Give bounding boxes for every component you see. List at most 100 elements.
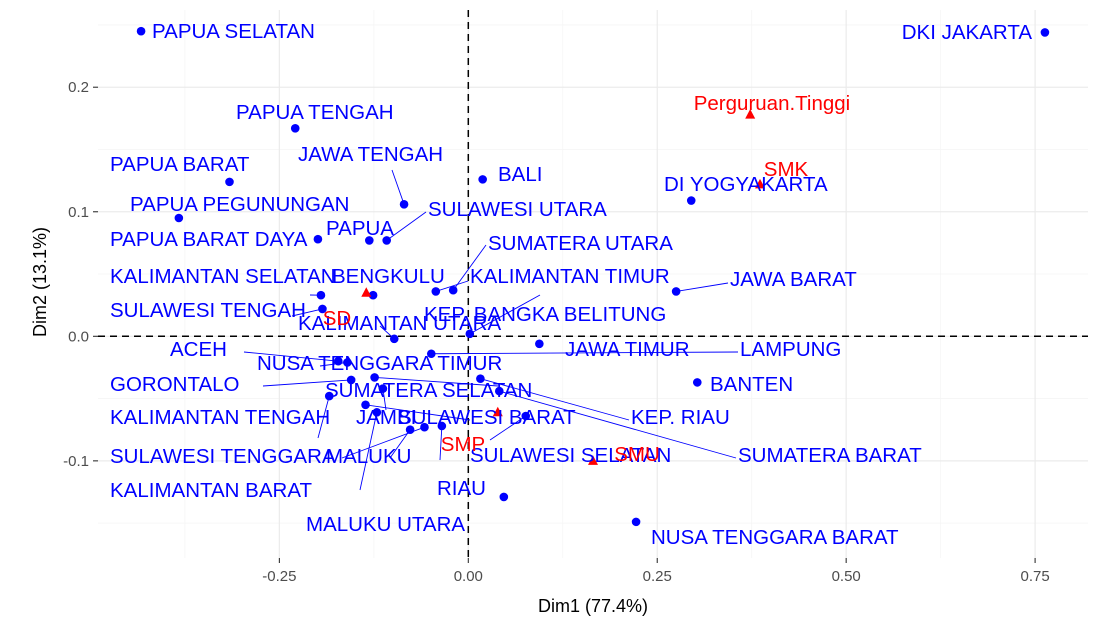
label-jawa-barat: JAWA BARAT	[730, 268, 857, 291]
point-aceh	[334, 356, 343, 366]
leader-line-sulawesi-utara	[386, 211, 427, 241]
point-jambi	[378, 384, 388, 393]
label-jawa-tengah: JAWA TENGAH	[298, 143, 443, 166]
label-sumatera-utara: SUMATERA UTARA	[488, 232, 673, 255]
data-points	[136, 26, 1050, 527]
label-papua-pegunungan: PAPUA PEGUNUNGAN	[130, 193, 349, 216]
label-kalimantan-selatan: KALIMANTAN SELATAN	[110, 265, 336, 288]
label-nusa-tenggara-barat: NUSA TENGGARA BARAT	[651, 526, 899, 549]
point-papua-selatan	[136, 26, 146, 36]
point-papua-tengah	[290, 124, 300, 133]
triangle-smk	[755, 178, 766, 189]
point-kalimantan-barat	[372, 407, 382, 417]
label-sulawesi-selatan: SULAWESI SELATAN	[470, 444, 671, 467]
label-sulawesi-barat: SULAWESI BARAT	[398, 406, 576, 429]
leader-line-kep-bangka-belitung	[469, 294, 541, 335]
leader-line-sulawesi-barat	[365, 404, 471, 421]
label-kep-bangka-belitung: KEP. BANGKA BELITUNG	[424, 303, 666, 326]
leader-line-aceh	[243, 351, 339, 362]
leader-line-gorontalo	[262, 379, 352, 387]
point-nusa-tenggara-barat	[631, 517, 641, 527]
label-sd: SD	[323, 307, 351, 330]
x-tick-label: 0.25	[643, 568, 672, 585]
label-banten: BANTEN	[710, 373, 793, 396]
triangle-smp	[492, 406, 503, 417]
label-nusa-tenggara-timur: NUSA TENGGARA TIMUR	[257, 352, 502, 375]
axis-ticks: -0.25 0.00 0.25 0.50 0.75 -0.1 0.0 0.1 0.2	[63, 79, 1050, 585]
label-smp: SMP	[441, 433, 485, 456]
reference-lines	[98, 10, 1088, 558]
point-jawa-tengah	[399, 199, 409, 209]
point-papua	[365, 236, 374, 245]
x-tick-label: -0.25	[262, 568, 296, 585]
point-nusa-tenggara-timur	[343, 358, 352, 367]
leader-line-sumatera-barat	[499, 390, 737, 459]
point-kalimantan-utara	[389, 334, 399, 344]
label-leader-lines	[243, 169, 739, 491]
label-sulawesi-tengah: SULAWESI TENGAH	[110, 299, 306, 322]
label-sumatera-barat: SUMATERA BARAT	[738, 444, 922, 467]
point-sumatera-selatan	[370, 373, 379, 382]
point-papua-barat	[225, 177, 234, 187]
label-kalimantan-timur: KALIMANTAN TIMUR	[470, 265, 670, 288]
label-kalimantan-utara: KALIMANTAN UTARA	[298, 312, 501, 335]
point-kalimantan-selatan	[316, 290, 326, 300]
label-sumatera-selatan: SUMATERA SELATAN	[325, 379, 532, 402]
leader-line-kalimantan-tengah	[317, 395, 330, 439]
point-papua-pegunungan	[174, 213, 184, 223]
point-bali	[478, 175, 487, 184]
point-kep-riau	[476, 374, 485, 383]
label-papua-barat-daya: PAPUA BARAT DAYA	[110, 228, 308, 251]
x-tick-label: 0.00	[454, 568, 483, 585]
label-jambi: JAMBI	[356, 406, 416, 429]
point-kalimantan-timur	[431, 287, 441, 296]
point-bengkulu	[368, 290, 378, 300]
leader-line-maluku-utara	[439, 425, 443, 461]
point-sulawesi-utara	[382, 236, 391, 245]
leader-line-kalimantan-barat	[359, 412, 378, 491]
point-sumatera-utara	[448, 285, 458, 295]
label-aceh: ACEH	[170, 338, 227, 361]
label-riau: RIAU	[437, 477, 486, 500]
point-sulawesi-selatan	[521, 411, 531, 421]
leader-line-jawa-tengah	[391, 169, 405, 205]
triangle-perguruan-tinggi	[745, 109, 756, 119]
triangle-sd	[361, 287, 372, 297]
point-sumatera-barat	[494, 386, 504, 396]
leader-line-lampung	[431, 351, 739, 355]
label-kep-riau: KEP. RIAU	[631, 406, 730, 429]
leader-line-sulawesi-selatan	[489, 415, 526, 441]
label-kalimantan-tengah: KALIMANTAN TENGAH	[110, 406, 330, 429]
leader-line-sumatera-selatan	[374, 376, 499, 387]
label-bali: BALI	[498, 163, 542, 186]
leader-line-sumatera-utara	[452, 244, 487, 291]
point-lampung	[426, 349, 436, 359]
point-di-yogyakarta	[686, 196, 696, 205]
point-jawa-timur	[535, 339, 544, 349]
y-tick-label: 0.1	[68, 204, 89, 221]
x-tick-label: 0.50	[832, 568, 861, 585]
y-tick-label: -0.1	[63, 453, 89, 470]
point-riau	[499, 492, 509, 502]
point-papua-barat-daya	[313, 234, 323, 244]
point-dki-jakarta	[1040, 28, 1050, 37]
label-papua-selatan: PAPUA SELATAN	[152, 20, 315, 43]
point-kalimantan-tengah	[324, 391, 334, 401]
leader-line-nusa-tenggara-timur	[319, 362, 348, 367]
label-papua: PAPUA	[326, 217, 394, 240]
x-axis-title: Dim1 (77.4%)	[538, 596, 648, 616]
point-maluku	[405, 425, 415, 435]
data-labels: PAPUA SELATAN DKI JAKARTA PAPUA TENGAH PAPU…	[110, 20, 1032, 549]
point-kep-bangka-belitung	[465, 329, 475, 339]
point-jawa-barat	[671, 287, 681, 296]
point-gorontalo	[346, 375, 356, 385]
point-sulawesi-tengah	[318, 304, 327, 314]
label-kalimantan-barat: KALIMANTAN BARAT	[110, 479, 312, 502]
point-banten	[692, 378, 702, 387]
label-smu: SMU	[614, 443, 660, 466]
label-smk: SMK	[764, 158, 809, 181]
label-papua-tengah: PAPUA TENGAH	[236, 101, 394, 124]
label-lampung: LAMPUNG	[740, 338, 841, 361]
label-di-yogyakarta: DI YOGYAKARTA	[664, 173, 828, 196]
y-tick-label: 0.0	[68, 328, 89, 345]
